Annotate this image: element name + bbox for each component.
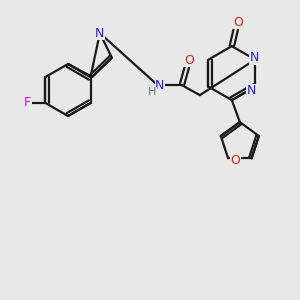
Text: N: N <box>95 27 104 40</box>
Text: H: H <box>148 87 156 97</box>
Text: F: F <box>24 97 31 110</box>
Text: O: O <box>184 54 194 67</box>
Text: O: O <box>233 16 243 28</box>
Text: N: N <box>250 51 259 64</box>
Text: O: O <box>230 154 240 167</box>
Text: N: N <box>247 84 256 97</box>
Text: N: N <box>155 79 164 92</box>
